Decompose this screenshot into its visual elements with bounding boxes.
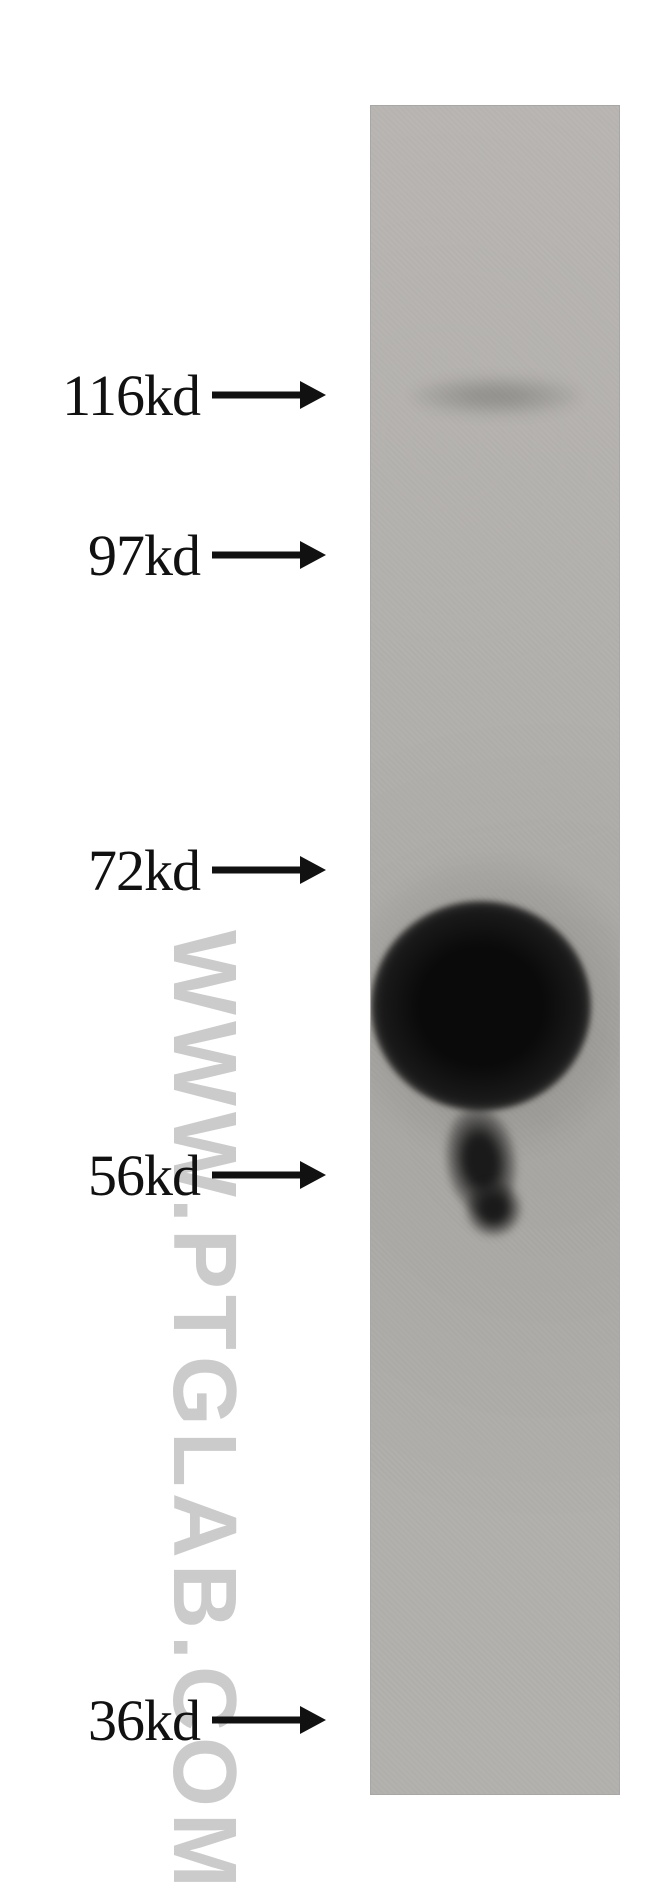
marker-36kd: 36kd xyxy=(0,1685,328,1755)
arrow-icon xyxy=(208,848,328,892)
main-band xyxy=(371,901,591,1111)
arrow-icon xyxy=(208,533,328,577)
arrow-icon xyxy=(208,373,328,417)
blot-lane xyxy=(370,105,620,1795)
marker-label: 36kd xyxy=(0,1687,200,1754)
marker-label: 97kd xyxy=(0,522,200,589)
arrow-icon xyxy=(208,1153,328,1197)
western-blot-figure: WWW.PTGLAB.COM 116kd 97kd 72kd 56kd 36kd xyxy=(0,0,650,1855)
marker-label: 116kd xyxy=(0,362,200,429)
arrow-icon xyxy=(208,1698,328,1742)
marker-72kd: 72kd xyxy=(0,835,328,905)
tail-band-hook xyxy=(466,1181,521,1236)
faint-band-116kd xyxy=(411,376,581,416)
marker-97kd: 97kd xyxy=(0,520,328,590)
marker-label: 72kd xyxy=(0,837,200,904)
marker-56kd: 56kd xyxy=(0,1140,328,1210)
marker-label: 56kd xyxy=(0,1142,200,1209)
marker-116kd: 116kd xyxy=(0,360,328,430)
